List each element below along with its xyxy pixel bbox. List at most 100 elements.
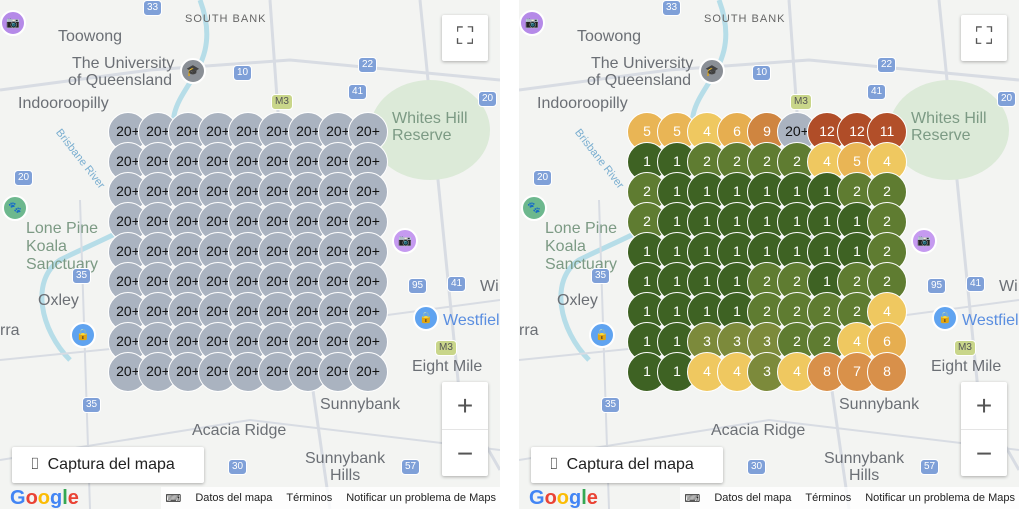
cluster-marker[interactable]: 20+ bbox=[348, 352, 388, 392]
road-shield: 41 bbox=[348, 84, 368, 100]
zoom-out-button[interactable]: − bbox=[456, 438, 474, 469]
label-sunnybank: Sunnybank bbox=[839, 396, 920, 413]
report-problem-link[interactable]: Notificar un problema de Maps bbox=[865, 492, 1015, 504]
label-indooroopilly: Indooroopilly bbox=[537, 95, 628, 112]
map-capture-button[interactable]: ⌷ Captura del mapa bbox=[12, 447, 204, 483]
map-left[interactable]: SOUTH BANK Toowong The University of Que… bbox=[0, 0, 500, 509]
label-oxley: Oxley bbox=[38, 292, 79, 309]
label-koala: Koala Sanctuary bbox=[545, 238, 618, 273]
fullscreen-button[interactable]: ⛶ bbox=[442, 15, 488, 61]
label-lone-pine: Lone Pine bbox=[545, 220, 618, 237]
road-shield: 35 bbox=[601, 397, 621, 413]
google-logo: Google bbox=[529, 487, 598, 509]
road-shield: 95 bbox=[927, 278, 947, 294]
zoom-out-button[interactable]: − bbox=[975, 438, 993, 469]
fullscreen-icon: ⛶ bbox=[975, 23, 993, 50]
label-south-bank: SOUTH BANK bbox=[704, 13, 786, 25]
label-sunnybank-hills: Sunnybank bbox=[305, 450, 386, 467]
keyboard-shortcuts-icon[interactable]: ⌨ bbox=[165, 492, 182, 505]
map-right[interactable]: SOUTH BANK Toowong The University of Que… bbox=[519, 0, 1019, 509]
road-shield: 20 bbox=[14, 170, 34, 186]
label-uq-2: of Queensland bbox=[587, 72, 692, 89]
shopping-poi-icon: 🔒 bbox=[589, 322, 615, 348]
road-shield: 33 bbox=[143, 0, 163, 16]
camera-poi-icon: 📷 bbox=[392, 228, 418, 254]
road-shield: 35 bbox=[591, 268, 611, 284]
map-footer: ⌨ Datos del mapa Términos Notificar un p… bbox=[680, 487, 1019, 509]
road-shield: M3 bbox=[271, 94, 293, 110]
label-uq-2: of Queensland bbox=[68, 72, 173, 89]
road-shield: 41 bbox=[447, 276, 467, 292]
label-wi: Wi bbox=[999, 278, 1018, 295]
label-wi: Wi bbox=[480, 278, 499, 295]
road-shield: M3 bbox=[435, 340, 457, 356]
camera-icon: ⌷ bbox=[30, 456, 40, 473]
cluster-marker[interactable]: 8 bbox=[867, 352, 907, 392]
road-shield: 35 bbox=[72, 268, 92, 284]
label-whites-hill: Whites Hill bbox=[392, 110, 468, 127]
label-whites-hill: Whites Hill bbox=[911, 110, 987, 127]
terms-link[interactable]: Términos bbox=[286, 492, 333, 504]
road-shield: 57 bbox=[920, 459, 940, 475]
label-westfield: Westfield bbox=[962, 312, 1019, 329]
road-shield: 30 bbox=[228, 459, 248, 475]
road-shield: 10 bbox=[752, 65, 772, 81]
road-shield: 57 bbox=[401, 459, 421, 475]
label-westfield: Westfield bbox=[443, 312, 500, 329]
road-shield: 41 bbox=[966, 276, 986, 292]
map-data-link[interactable]: Datos del mapa bbox=[714, 492, 792, 504]
label-koala: Koala Sanctuary bbox=[26, 238, 99, 273]
road-shield: 22 bbox=[877, 57, 897, 73]
capture-label: Captura del mapa bbox=[47, 456, 175, 473]
university-poi-icon: 🎓 bbox=[699, 58, 725, 84]
fullscreen-button[interactable]: ⛶ bbox=[961, 15, 1007, 61]
label-eight-mile: Eight Mile bbox=[412, 358, 483, 375]
label-south-bank: SOUTH BANK bbox=[185, 13, 267, 25]
map-data-link[interactable]: Datos del mapa bbox=[195, 492, 273, 504]
google-logo: Google bbox=[10, 487, 79, 509]
road-shield: 33 bbox=[662, 0, 682, 16]
road-shield: M3 bbox=[790, 94, 812, 110]
cluster-marker[interactable]: 20+ bbox=[348, 292, 388, 332]
label-uq-1: The University bbox=[591, 55, 694, 72]
camera-poi-icon: 📷 bbox=[911, 228, 937, 254]
map-capture-button[interactable]: ⌷ Captura del mapa bbox=[531, 447, 723, 483]
university-poi-icon: 🎓 bbox=[180, 58, 206, 84]
zoom-control: + − bbox=[961, 382, 1007, 476]
zoo-poi-icon: 🐾 bbox=[521, 195, 547, 221]
road-shield: 41 bbox=[867, 84, 887, 100]
cluster-marker[interactable]: 20+ bbox=[138, 352, 178, 392]
capture-label: Captura del mapa bbox=[566, 456, 694, 473]
label-sunnybank-hills: Sunnybank bbox=[824, 450, 905, 467]
label-acacia-ridge: Acacia Ridge bbox=[192, 422, 287, 439]
terms-link[interactable]: Términos bbox=[805, 492, 852, 504]
zoo-poi-icon: 🐾 bbox=[2, 195, 28, 221]
label-rra: rra bbox=[0, 322, 20, 339]
label-oxley: Oxley bbox=[557, 292, 598, 309]
label-sunnybank: Sunnybank bbox=[320, 396, 401, 413]
label-reserve: Reserve bbox=[911, 127, 971, 144]
label-hills: Hills bbox=[849, 467, 880, 484]
shopping-poi-icon: 🔒 bbox=[70, 322, 96, 348]
label-uq-1: The University bbox=[72, 55, 175, 72]
shopping-poi-icon: 🔒 bbox=[413, 305, 439, 331]
zoom-control: + − bbox=[442, 382, 488, 476]
zoom-in-button[interactable]: + bbox=[442, 382, 488, 430]
label-hills: Hills bbox=[330, 467, 361, 484]
label-toowong: Toowong bbox=[58, 28, 123, 45]
report-problem-link[interactable]: Notificar un problema de Maps bbox=[346, 492, 496, 504]
road-shield: 30 bbox=[747, 459, 767, 475]
road-shield: 20 bbox=[533, 170, 553, 186]
camera-poi-icon: 📷 bbox=[519, 10, 545, 36]
label-eight-mile: Eight Mile bbox=[931, 358, 1002, 375]
camera-poi-icon: 📷 bbox=[0, 10, 26, 36]
label-toowong: Toowong bbox=[577, 28, 642, 45]
fullscreen-icon: ⛶ bbox=[456, 23, 474, 50]
label-rra: rra bbox=[519, 322, 539, 339]
road-shield: 35 bbox=[82, 397, 102, 413]
keyboard-shortcuts-icon[interactable]: ⌨ bbox=[684, 492, 701, 505]
road-shield: 22 bbox=[358, 57, 378, 73]
zoom-in-button[interactable]: + bbox=[961, 382, 1007, 430]
road-shield: 20 bbox=[478, 91, 498, 107]
road-shield: 10 bbox=[233, 65, 253, 81]
